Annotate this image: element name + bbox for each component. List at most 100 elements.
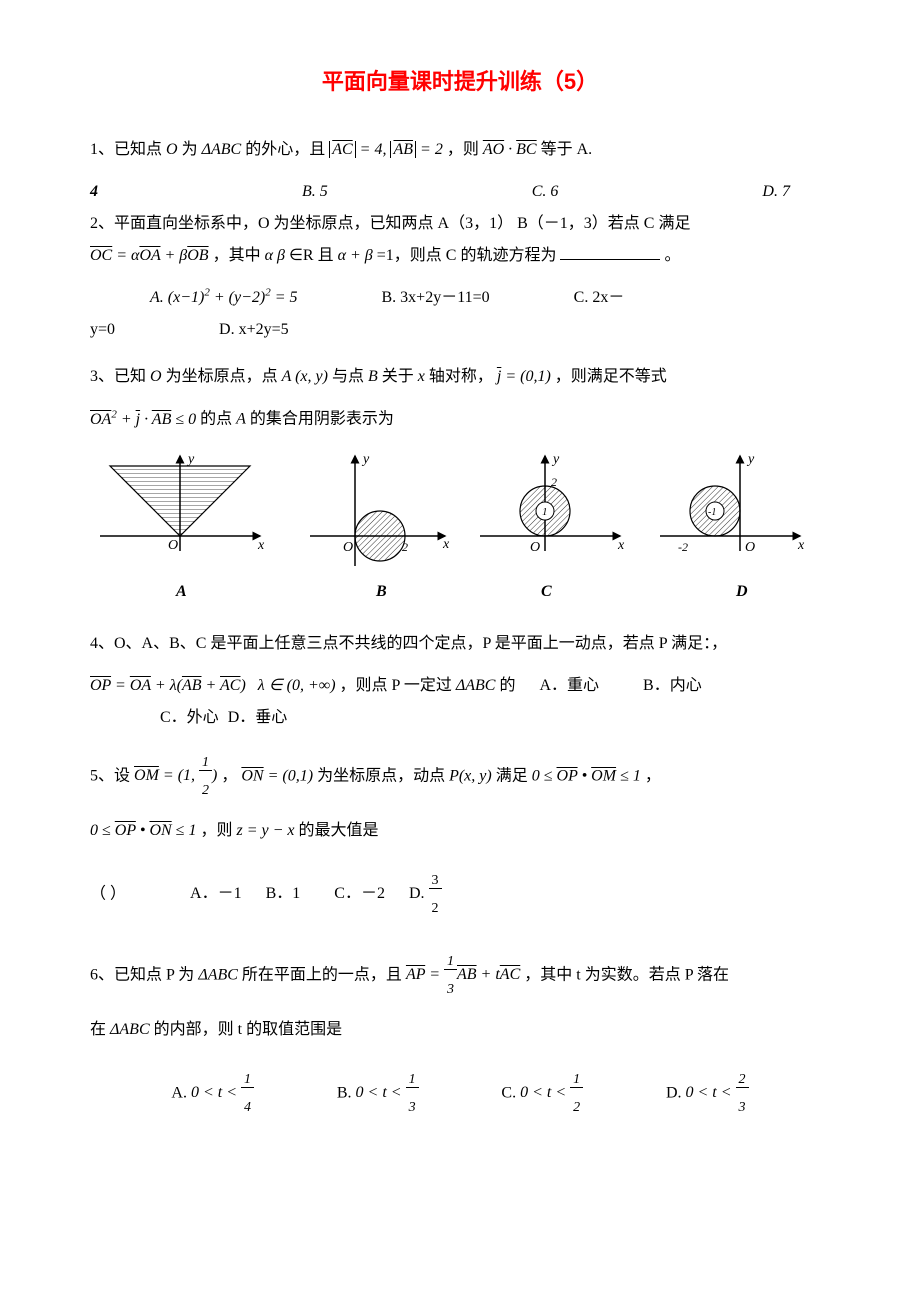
q4-tri: ΔABC [456, 677, 496, 694]
q3-j: j = (0,1) [497, 368, 551, 385]
q3-diagrams: O x y A O x y 2 B O x y 2 1 C [90, 446, 830, 618]
q2-t4: =1，则点 C 的轨迹方程为 [377, 247, 557, 264]
svg-text:2: 2 [402, 540, 408, 554]
page-title: 平面向量课时提升训练（5） [90, 60, 830, 104]
q3-ineq: OA2 + j · AB ≤ 0 [90, 411, 196, 428]
q6-formula: AP = 13AB + tAC [406, 966, 520, 983]
q5-comma: ， [221, 767, 237, 784]
q5-paren: （ ） [90, 885, 126, 902]
q6-opt-d: D. 0 < t < 23 [666, 1066, 749, 1122]
q3-t1: 3、已知 [90, 368, 146, 385]
q6-opt-b: B. 0 < t < 13 [337, 1066, 419, 1122]
q1-opt-a: 4 [90, 176, 98, 208]
q6-t1: 6、已知点 P 为 [90, 966, 194, 983]
q2-opt-c: C. 2x－ [574, 289, 625, 306]
q4-opt-d: D．垂心 [228, 709, 288, 726]
q3-t4: 关于 [382, 368, 414, 385]
q5-t1: 5、设 [90, 767, 130, 784]
q1-t1: 为 [182, 141, 198, 158]
q3-t8: 的集合用阴影表示为 [250, 411, 394, 428]
q1-opt-d: D. 7 [762, 176, 790, 208]
q1-cond: AC = 4, AB = 2 [329, 141, 443, 158]
q5-t4: ， [645, 767, 661, 784]
question-5: 5、设 OM = (1, 12) ， ON = (0,1) 为坐标原点，动点 P… [90, 749, 830, 805]
q4-opt-c: C．外心 [160, 709, 219, 726]
q3-t3: 与点 [332, 368, 364, 385]
q5-opt-d: D. 32 [409, 885, 442, 902]
q6-t2: 所在平面上的一点，且 [242, 966, 402, 983]
q5-c2: 0 ≤ OP • ON ≤ 1 [90, 822, 196, 839]
q2-t2: ，其中 [213, 247, 261, 264]
q3-t2: 为坐标原点，点 [166, 368, 278, 385]
q1-expr: AO · BC [483, 141, 537, 158]
q4-formula: OP = OA + λ(AB + AC) λ ∈ (0, +∞) [90, 677, 336, 694]
q5-c1: 0 ≤ OP • OM ≤ 1 [532, 767, 641, 784]
q2-formula1: OC = αOA + βOB [90, 247, 209, 264]
svg-text:x: x [442, 537, 450, 552]
q5-z: z = y − x [236, 822, 294, 839]
q2-t1: 2、平面直向坐标系中，O 为坐标原点，已知两点 A（3，1） B（－1，3）若点… [90, 208, 830, 240]
q1-t3: ，则 [447, 141, 479, 158]
q1-triangle: ΔABC [202, 141, 242, 158]
svg-text:O: O [530, 540, 540, 555]
q2-t3: ∈R 且 [289, 247, 334, 264]
svg-text:O: O [745, 540, 755, 555]
q1-opt-c: C. 6 [532, 176, 559, 208]
q4-opt-b: B．内心 [643, 677, 702, 694]
svg-text:y: y [551, 452, 560, 467]
q2-ab: α + β [338, 247, 373, 264]
question-2: 2、平面直向坐标系中，O 为坐标原点，已知两点 A（3，1） B（－1，3）若点… [90, 208, 830, 272]
q5-t2: 为坐标原点，动点 [317, 767, 445, 784]
q2-opt-a: A. (x−1)2 + (y−2)2 = 5 [150, 289, 298, 306]
q6-tri1: ΔABC [198, 966, 238, 983]
q5-t5: ，则 [200, 822, 232, 839]
diagrams-svg: O x y A O x y 2 B O x y 2 1 C [90, 446, 830, 606]
q3-axy: A (x, y) [282, 368, 328, 385]
svg-text:-2: -2 [678, 540, 688, 554]
svg-text:B: B [375, 583, 387, 600]
q2-alpha: α β [265, 247, 285, 264]
svg-text:D: D [735, 583, 748, 600]
q1-var-o: O [166, 141, 178, 158]
svg-text:y: y [361, 452, 370, 467]
question-1: 1、已知点 O 为 ΔABC 的外心，且 AC = 4, AB = 2 ，则 A… [90, 134, 830, 166]
q1-opt-b: B. 5 [302, 176, 328, 208]
q1-t4: 等于 A. [541, 141, 593, 158]
q3-a2: A [236, 411, 246, 428]
q5-opt-b: B．1 [266, 885, 301, 902]
question-4: 4、O、A、B、C 是平面上任意三点不共线的四个定点，P 是平面上一动点，若点 … [90, 628, 830, 660]
svg-text:x: x [617, 538, 625, 553]
q6-opt-a: A. 0 < t < 14 [171, 1066, 254, 1122]
q4-opt-a: A．重心 [539, 677, 599, 694]
q2-end: 。 [664, 247, 680, 264]
svg-text:2: 2 [551, 475, 557, 489]
svg-text:y: y [746, 452, 755, 467]
q5-opt-c: C．－2 [334, 885, 385, 902]
q6-tri2: ΔABC [110, 1021, 150, 1038]
svg-text:O: O [343, 540, 353, 555]
q5-on: ON = (0,1) [241, 767, 313, 784]
q2-blank [560, 259, 660, 260]
svg-text:y: y [186, 452, 195, 467]
svg-text:A: A [175, 583, 187, 600]
q5-opt-a: A．－1 [190, 885, 242, 902]
q6-t3: ，其中 t 为实数。若点 P 落在 [524, 966, 729, 983]
q1-prefix: 1、已知点 [90, 141, 162, 158]
svg-text:C: C [541, 583, 552, 600]
q5-t3: 满足 [496, 767, 528, 784]
q5-om: OM = (1, 12) [134, 767, 217, 784]
q4-t1: 4、O、A、B、C 是平面上任意三点不共线的四个定点，P 是平面上一动点，若点 … [90, 635, 727, 652]
q3-x: x [418, 368, 425, 385]
q1-t2: 的外心，且 [245, 141, 325, 158]
q6-in: 在 [90, 1021, 106, 1038]
q3-t7: 的点 [200, 411, 232, 428]
q4-t2: ，则点 P 一定过 [340, 677, 452, 694]
q4-t3: 的 [499, 677, 515, 694]
svg-text:1: 1 [542, 506, 548, 518]
svg-text:O: O [168, 538, 178, 553]
q5-p: P(x, y) [449, 767, 492, 784]
svg-text:-1: -1 [708, 507, 716, 518]
q2-opt-c2: y=0 [90, 321, 115, 338]
q6-opt-c: C. 0 < t < 12 [501, 1066, 583, 1122]
svg-text:x: x [257, 538, 265, 553]
